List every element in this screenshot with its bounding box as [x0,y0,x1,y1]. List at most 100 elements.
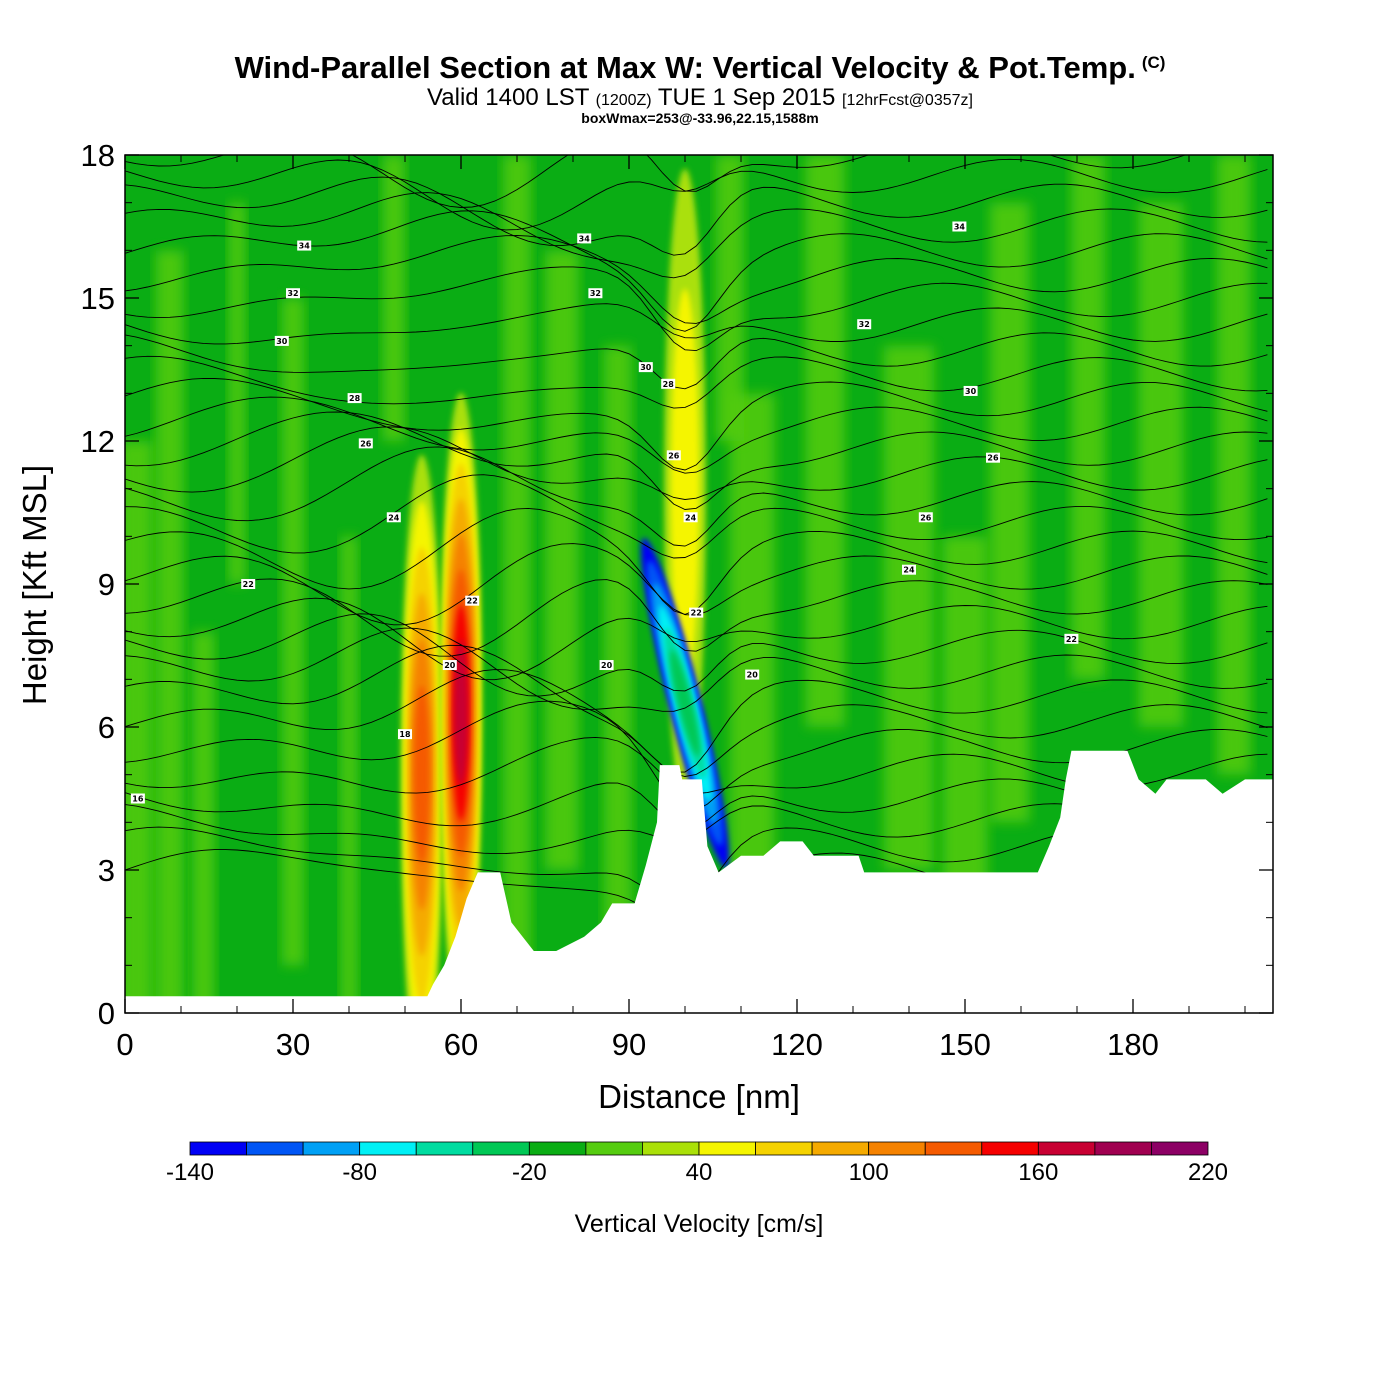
colorbar-swatch [585,1141,643,1156]
axes: 0 30 60 90 120 150 180 0 3 6 9 12 15 18 [81,138,1273,1062]
colorbar: -140 -80 -20 40 100 160 220 [166,1141,1228,1186]
colorbar-swatch [1151,1141,1209,1156]
theta-contour-label: 26 [986,452,1000,463]
theta-contour-label: 26 [666,450,681,461]
colorbar-swatch [246,1141,304,1156]
x-tick-label: 30 [276,1027,310,1062]
y-tick-label: 6 [98,710,115,745]
velocity-streak [503,155,531,1013]
theta-contour-line [125,377,1268,471]
contour-label-box [918,512,933,523]
velocity-streak [1071,155,1105,680]
contour-label-box [952,221,967,232]
theta-contour-line [125,235,1268,324]
theta-contour-line [125,332,1268,390]
theta-contour-label: 26 [918,512,933,523]
colorbar-swatch [1037,1141,1096,1156]
terrain-mask [125,750,1273,1013]
velocity-streak [805,155,845,727]
theta-contour-label: 18 [398,729,412,740]
velocity-cores [400,168,729,1013]
theta-contour-label: 22 [465,595,480,606]
colorbar-tick-label: -20 [512,1159,547,1186]
contour-label-box [986,452,1000,463]
velocity-streak [281,298,305,966]
theta-contour-line [125,411,1268,510]
contour-label-box [577,233,592,244]
updraft-core-level [670,288,700,689]
theta-contour-label: 34 [952,221,967,232]
contour-label-text: 32 [859,320,870,329]
contour-label-text: 32 [590,289,601,298]
contour-label-text: 30 [640,363,652,372]
contour-label-box [661,378,676,389]
contour-label-box [398,729,412,740]
contour-label-text: 24 [903,566,915,575]
theta-contour-line [125,266,1268,352]
y-axis-title: Height [Kft MSL] [16,465,53,705]
colorbar-swatch [642,1141,700,1156]
y-tick-label: 12 [81,424,115,459]
theta-contour-line [125,474,1268,559]
theta-contour-label: 32 [286,288,300,299]
theta-contour-labels: 16 18 20 20 20 22 22 22 22 24 24 24 26 26 26 26 28 28 30 30… [130,221,1079,804]
contour-label-box [130,793,145,804]
contour-label-text: 22 [243,580,254,589]
x-tick-label: 180 [1107,1027,1159,1062]
contour-label-box [588,288,603,299]
contour-label-text: 22 [1066,635,1077,644]
contour-label-box [963,385,978,396]
theta-contour-label: 22 [241,579,256,589]
x-tick-label: 90 [612,1027,646,1062]
theta-contour-line [125,627,1268,712]
contour-label-text: 34 [299,242,311,251]
contour-label-box [599,660,614,671]
theta-contour-label: 30 [963,385,978,396]
contour-label-text: 24 [388,513,400,522]
theta-contour-line [125,176,1268,256]
contour-label-text: 22 [467,597,478,606]
theta-contour-line [125,446,1268,547]
theta-contour-label: 24 [683,512,698,523]
colorbar-tick-label: -140 [166,1159,214,1186]
theta-contour-label: 28 [347,393,362,404]
contour-label-text: 20 [601,661,613,670]
theta-contour-label: 34 [577,233,592,244]
colorbar-swatch [868,1141,926,1156]
colorbar-tick-label: 220 [1188,1159,1228,1186]
velocity-streak [545,250,579,871]
colorbar-tick-label: 40 [686,1159,713,1186]
colorbar-swatch [472,1141,530,1156]
contour-label-box [902,564,916,575]
theta-contour-line [125,578,1268,657]
theta-contour-label: 24 [902,564,916,575]
colorbar-swatch [415,1141,474,1156]
contour-label-text: 20 [444,661,456,670]
contour-label-text: 32 [287,289,298,298]
colorbar-swatch [1094,1141,1152,1156]
y-tick-label: 9 [98,567,115,602]
theta-contour-label: 22 [1064,633,1079,644]
contour-label-box [347,393,362,404]
contour-label-box [666,450,681,461]
contour-label-text: 20 [747,671,759,680]
y-tick-label: 0 [98,996,115,1031]
colorbar-swatch [755,1141,813,1156]
contour-label-box [683,512,698,523]
colorbar-swatch [698,1141,756,1156]
theta-contour-line [125,669,1268,777]
contour-label-box [1064,633,1079,644]
copyright-mark: (C) [1141,53,1166,72]
updraft-core-level [413,685,430,864]
velocity-streak [883,345,935,871]
theta-contour-label: 30 [274,335,289,346]
valid-date: TUE 1 Sep 2015 [657,84,836,111]
contour-label-text: 26 [668,451,680,460]
contour-label-box [241,579,256,589]
theta-contour-label: 34 [297,240,312,251]
theta-contour-label: 30 [638,362,653,373]
x-axis-title: Distance [nm] [598,1078,800,1115]
theta-contour-label: 20 [745,669,760,680]
downdraft-core-level [670,650,700,757]
